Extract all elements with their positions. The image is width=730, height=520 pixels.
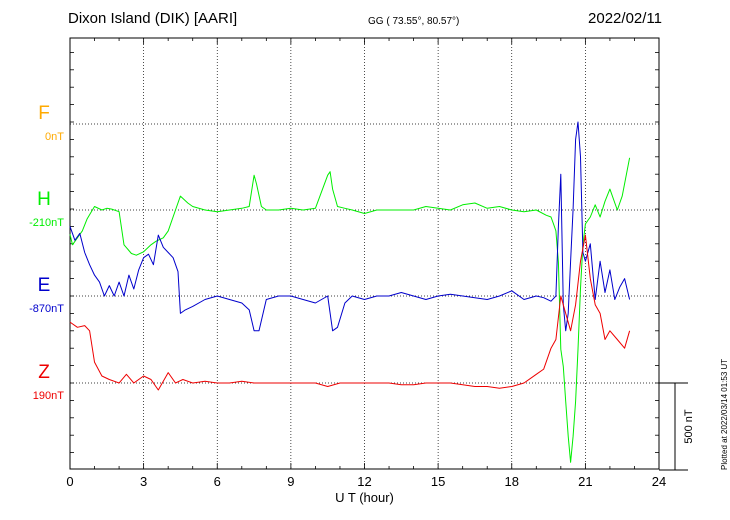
series-name-h: H [37, 189, 51, 210]
series-baseline-f: 0nT [45, 131, 64, 143]
coordinates-label: GG ( 73.55°, 80.57°) [368, 16, 460, 27]
series-baseline-h: -210nT [29, 217, 64, 229]
series-name-e: E [38, 275, 51, 296]
station-title: Dixon Island (DIK) [AARI] [68, 10, 238, 27]
scale-bar-label: 500 nT [683, 409, 695, 444]
x-tick-label: 21 [578, 474, 592, 489]
x-tick-label: 6 [214, 474, 221, 489]
x-tick-label: 3 [140, 474, 147, 489]
series-name-z: Z [38, 362, 50, 383]
series-line-h [69, 157, 631, 463]
x-tick-label: 0 [66, 474, 73, 489]
series-baseline-e: -870nT [29, 303, 64, 315]
date-label: 2022/02/11 [588, 10, 662, 27]
x-tick-label: 24 [652, 474, 666, 489]
series-baseline-z: 190nT [33, 390, 64, 402]
series-name-f: F [38, 103, 50, 124]
x-tick-label: 18 [505, 474, 519, 489]
series-line-e [69, 121, 631, 332]
x-tick-label: 15 [431, 474, 445, 489]
x-axis-label: U T (hour) [335, 490, 394, 505]
x-tick-label: 9 [287, 474, 294, 489]
x-tick-label: 12 [357, 474, 371, 489]
series-line-z [69, 234, 631, 391]
plotted-timestamp: Plotted at 2022/03/14 01:53 UT [720, 358, 729, 470]
